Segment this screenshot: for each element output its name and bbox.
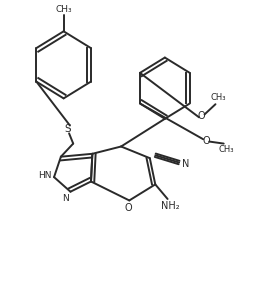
Text: O: O: [124, 203, 132, 213]
Text: CH₃: CH₃: [219, 146, 234, 154]
Text: HN: HN: [39, 171, 52, 180]
Text: O: O: [198, 111, 206, 121]
Text: CH₃: CH₃: [210, 93, 226, 102]
Text: O: O: [202, 136, 210, 146]
Text: N: N: [182, 159, 189, 169]
Text: S: S: [64, 124, 71, 134]
Text: N: N: [62, 194, 69, 203]
Text: CH₃: CH₃: [55, 5, 72, 14]
Text: NH₂: NH₂: [161, 201, 180, 211]
